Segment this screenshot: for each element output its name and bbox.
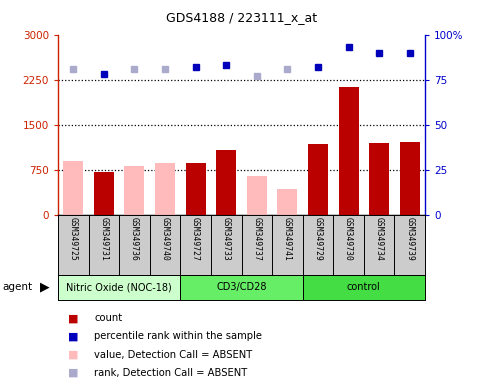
Text: CD3/CD28: CD3/CD28 — [216, 282, 267, 292]
Text: GSM349729: GSM349729 — [313, 217, 323, 261]
Text: ■: ■ — [68, 331, 78, 341]
Text: ■: ■ — [68, 313, 78, 323]
Bar — [155, 163, 175, 215]
Bar — [63, 161, 83, 215]
Text: GSM349727: GSM349727 — [191, 217, 200, 261]
Text: GSM349733: GSM349733 — [222, 217, 231, 261]
Text: GSM349740: GSM349740 — [160, 217, 170, 261]
Text: GSM349737: GSM349737 — [252, 217, 261, 261]
Text: percentile rank within the sample: percentile rank within the sample — [94, 331, 262, 341]
Text: count: count — [94, 313, 122, 323]
Text: GSM349741: GSM349741 — [283, 217, 292, 261]
Bar — [94, 172, 114, 215]
Text: agent: agent — [2, 282, 32, 292]
Bar — [400, 142, 420, 215]
Bar — [247, 176, 267, 215]
Text: control: control — [347, 282, 381, 292]
Text: ▶: ▶ — [40, 281, 50, 293]
Text: GSM349734: GSM349734 — [375, 217, 384, 261]
Text: Nitric Oxide (NOC-18): Nitric Oxide (NOC-18) — [66, 282, 172, 292]
Text: GSM349739: GSM349739 — [405, 217, 414, 261]
Text: GSM349736: GSM349736 — [130, 217, 139, 261]
Bar — [308, 144, 328, 215]
Text: GSM349731: GSM349731 — [99, 217, 108, 261]
Bar — [125, 166, 144, 215]
Text: ■: ■ — [68, 368, 78, 378]
Bar — [185, 163, 206, 215]
Bar — [369, 143, 389, 215]
Text: GDS4188 / 223111_x_at: GDS4188 / 223111_x_at — [166, 12, 317, 25]
Text: rank, Detection Call = ABSENT: rank, Detection Call = ABSENT — [94, 368, 247, 378]
Bar — [216, 150, 236, 215]
Text: ■: ■ — [68, 350, 78, 360]
Bar — [277, 189, 298, 215]
Text: GSM349730: GSM349730 — [344, 217, 353, 261]
Bar — [303, 275, 425, 300]
Text: GSM349725: GSM349725 — [69, 217, 78, 261]
Text: value, Detection Call = ABSENT: value, Detection Call = ABSENT — [94, 350, 253, 360]
Bar — [339, 87, 358, 215]
Bar — [58, 275, 180, 300]
Bar — [180, 275, 303, 300]
